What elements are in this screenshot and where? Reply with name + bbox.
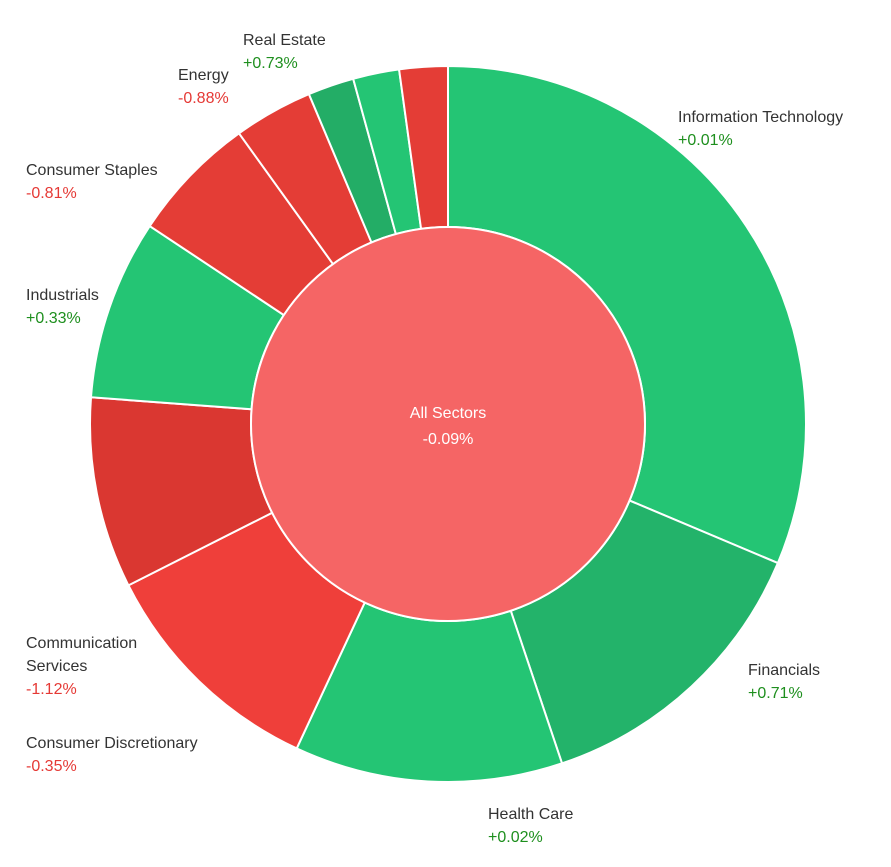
change-industrials: +0.33%	[26, 310, 81, 327]
change-health-care: +0.02%	[488, 829, 543, 846]
sector-slices	[89, 64, 807, 783]
sector-labels: Information Technology +0.01% Financials +0…	[26, 32, 843, 846]
label-energy: Energy	[178, 67, 229, 84]
change-financials: +0.71%	[748, 685, 803, 702]
label-communication-services: Communication Services	[26, 635, 137, 675]
change-energy: -0.88%	[178, 90, 229, 107]
change-communication-services: -1.12%	[26, 681, 77, 698]
center-label: All Sectors	[410, 405, 486, 422]
label-information-technology: Information Technology	[678, 109, 843, 126]
change-real-estate: +0.73%	[243, 55, 298, 72]
change-consumer-discretionary: -0.35%	[26, 758, 77, 775]
label-financials: Financials	[748, 662, 820, 679]
label-industrials: Industrials	[26, 287, 99, 304]
label-real-estate: Real Estate	[243, 32, 326, 49]
center-all-sectors-circle[interactable]	[250, 226, 646, 622]
label-consumer-staples: Consumer Staples	[26, 162, 158, 179]
label-health-care: Health Care	[488, 806, 573, 823]
label-consumer-discretionary: Consumer Discretionary	[26, 735, 198, 752]
change-information-technology: +0.01%	[678, 132, 733, 149]
center-change: -0.09%	[423, 431, 474, 448]
change-consumer-staples: -0.81%	[26, 185, 77, 202]
